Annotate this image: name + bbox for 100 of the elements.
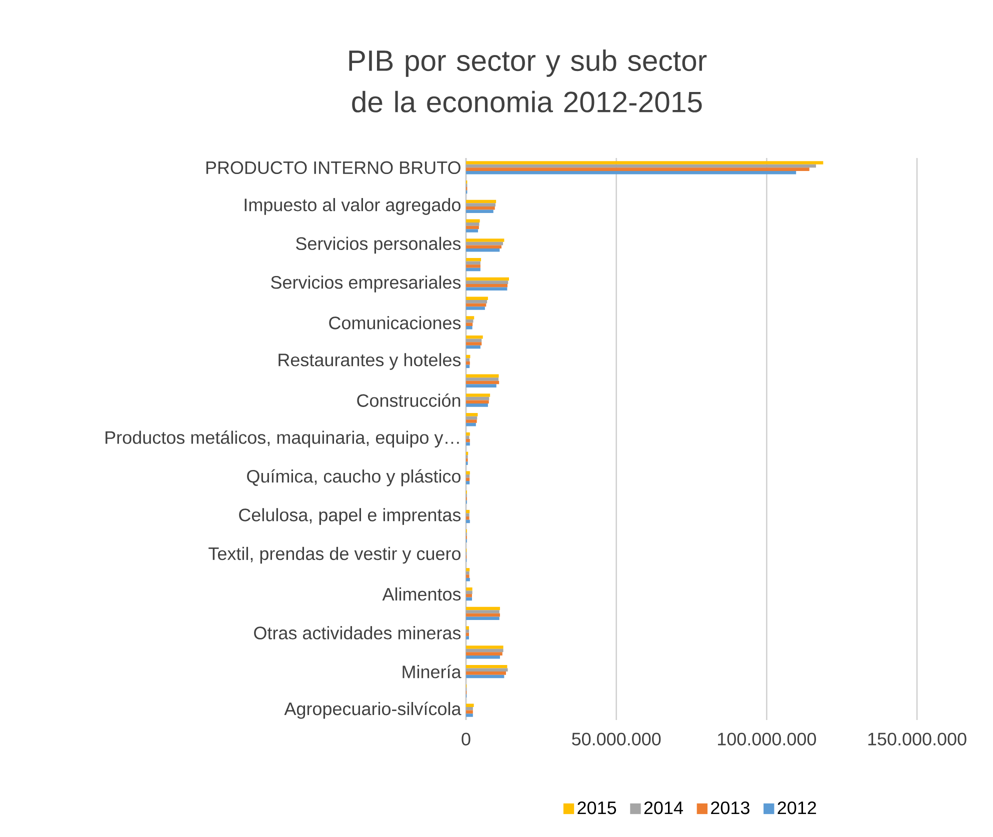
- bar: [466, 226, 479, 230]
- bar: [466, 164, 816, 168]
- y-tick-label: Productos metálicos, maquinaria, equipo y…: [106, 430, 459, 448]
- bar: [466, 590, 472, 594]
- bar: [466, 597, 472, 601]
- bar: [466, 471, 470, 474]
- bar: [466, 229, 478, 232]
- bar: [466, 613, 500, 617]
- bar: [466, 378, 498, 381]
- bar: [466, 422, 476, 426]
- y-tick-label: Minería: [402, 664, 462, 678]
- bar: [466, 594, 472, 598]
- bar: [466, 284, 508, 288]
- bar: [466, 384, 496, 388]
- y-tick-label: Agropecuario-silvícola: [284, 702, 462, 719]
- bar: [466, 238, 504, 242]
- bar: [466, 210, 494, 214]
- bar: [466, 300, 488, 304]
- bar: [466, 513, 470, 517]
- bar: [466, 568, 470, 572]
- bar: [466, 280, 508, 284]
- bar: [466, 632, 470, 636]
- bar: [466, 203, 496, 206]
- y-tick-label: PRODUCTO INTERNO BRUTO: [206, 161, 460, 174]
- bar: [466, 578, 470, 582]
- bar: [466, 610, 500, 614]
- legend-label: 2012: [778, 801, 816, 814]
- bar: [466, 303, 486, 307]
- y-tick-label: Servicios personales: [296, 236, 461, 254]
- bar: [466, 380, 500, 384]
- legend-label: 2015: [578, 801, 616, 814]
- y-tick-label: Alimentos: [382, 587, 461, 601]
- bar: [466, 655, 500, 659]
- bar: [466, 432, 470, 436]
- bar: [466, 400, 489, 404]
- y-tick-label: Restaurantes y hoteles: [278, 353, 461, 370]
- bar: [466, 646, 504, 649]
- bar: [466, 648, 504, 652]
- chart-title: PIB por sector y sub sector de la economia 2012-2015: [349, 50, 707, 112]
- y-tick-label: Impuesto al valor agregado: [244, 198, 460, 215]
- bar: [466, 616, 500, 620]
- bar: [466, 413, 478, 416]
- bar: [466, 587, 472, 591]
- bar: [466, 345, 480, 349]
- legend-label: 2014: [644, 801, 683, 814]
- bar: [466, 404, 488, 407]
- bar: [466, 436, 470, 439]
- bar: [466, 306, 485, 310]
- bar: [466, 245, 502, 248]
- bar: [466, 296, 488, 300]
- bar: [466, 248, 500, 252]
- x-tick-label: 50.000.000: [572, 732, 661, 746]
- bar: [466, 358, 470, 362]
- bar: [466, 322, 473, 326]
- bar: [466, 200, 496, 204]
- bar: [466, 261, 480, 265]
- bar: [466, 316, 474, 320]
- bar: [466, 258, 482, 262]
- bar: [466, 636, 470, 640]
- bar: [466, 606, 500, 610]
- bar: [466, 416, 478, 420]
- bar: [466, 474, 470, 478]
- bar: [466, 520, 470, 524]
- bar: [466, 672, 506, 675]
- legend-label: 2013: [711, 801, 750, 814]
- bar: [466, 326, 472, 330]
- bar: [466, 574, 470, 578]
- bar: [466, 287, 508, 291]
- bar: [466, 394, 490, 397]
- bar: [466, 710, 473, 714]
- bar: [466, 336, 483, 339]
- bar: [466, 222, 480, 226]
- bar: [466, 219, 480, 223]
- bar: [466, 277, 509, 281]
- bar: [466, 707, 473, 710]
- y-tick-label: Química, caucho y plástico: [247, 469, 461, 486]
- y-tick-label: Servicios empresariales: [271, 276, 461, 292]
- bar: [466, 481, 470, 484]
- bar: [466, 264, 480, 268]
- bar: [466, 420, 477, 423]
- bar: [466, 571, 470, 575]
- x-tick-label: 0: [462, 732, 470, 746]
- x-tick-label: 100.000.000: [718, 732, 816, 746]
- bar: [466, 170, 796, 174]
- bar: [466, 268, 480, 272]
- bar: [466, 161, 824, 164]
- bar: [466, 442, 470, 446]
- bar: [466, 438, 470, 442]
- bar: [466, 396, 490, 400]
- y-tick-label: Construcción: [357, 394, 460, 407]
- bar: [466, 242, 503, 246]
- bar: [466, 374, 499, 378]
- bar: [466, 714, 473, 717]
- y-tick-label: Textil, prendas de vestir y cuero: [208, 546, 461, 564]
- x-tick-label: 150.000.000: [868, 732, 966, 746]
- bar: [466, 629, 470, 633]
- bar: [466, 704, 474, 708]
- bar: [466, 652, 502, 656]
- y-tick-label: Celulosa, papel e imprentas: [239, 508, 461, 525]
- bar: [466, 516, 470, 520]
